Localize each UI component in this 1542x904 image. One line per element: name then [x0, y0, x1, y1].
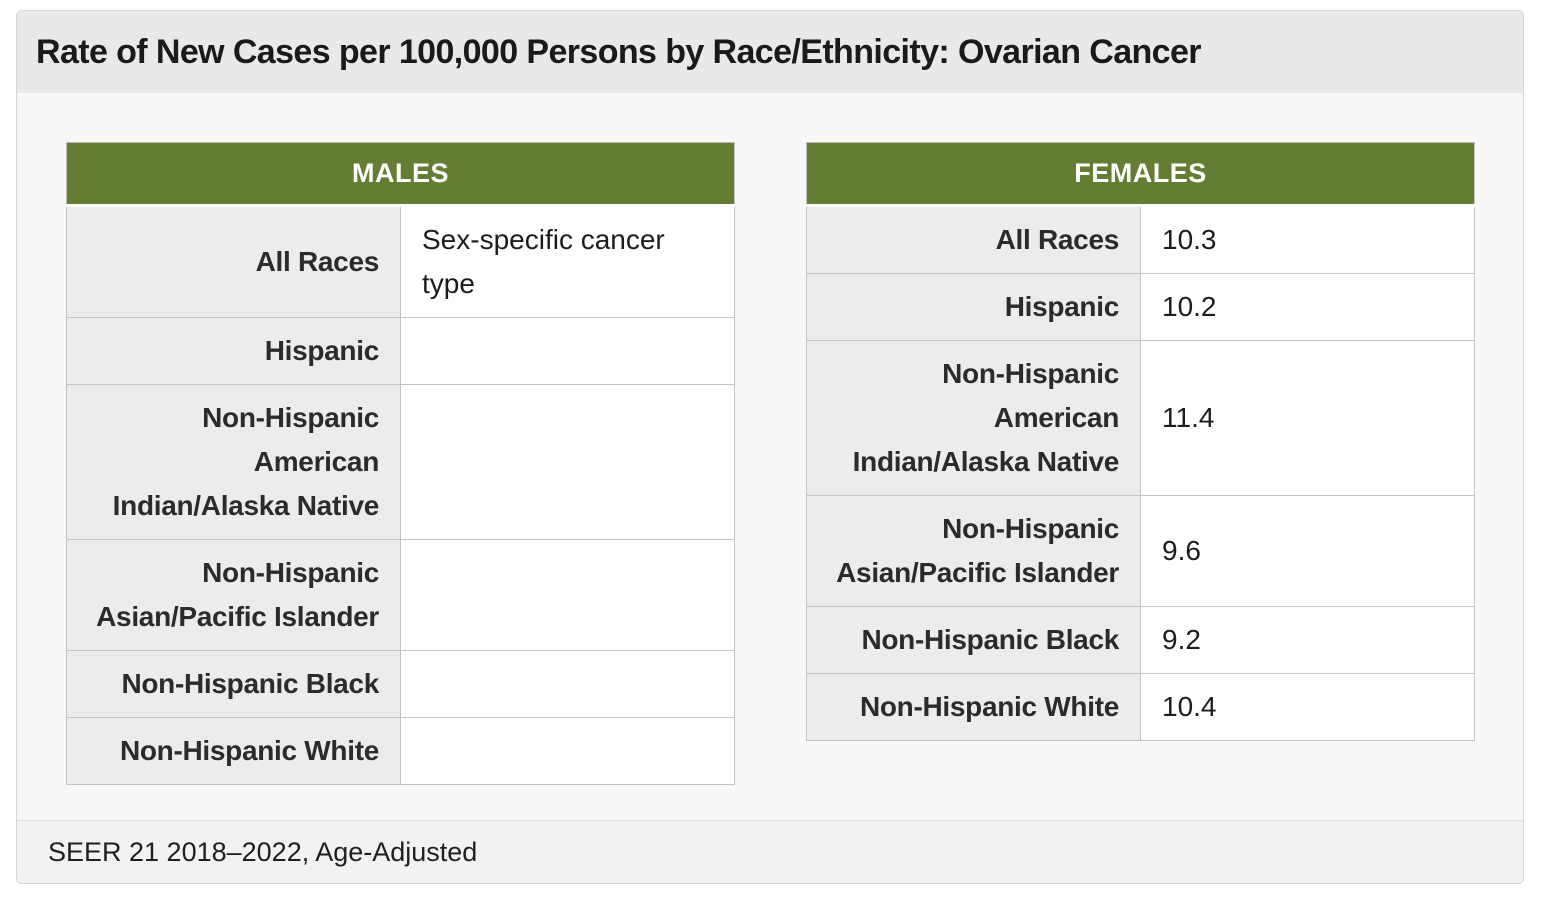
table-row: All Races 10.3	[806, 205, 1475, 274]
females-header-row: FEMALES	[806, 142, 1475, 207]
males-header: MALES	[66, 142, 735, 207]
panel-header: Rate of New Cases per 100,000 Persons by…	[17, 11, 1523, 93]
race-label: All Races	[806, 205, 1141, 274]
males-table: MALES All Races Sex-specific cancer type…	[66, 142, 735, 785]
rate-value: 9.2	[1140, 606, 1475, 674]
race-label: Non-Hispanic American Indian/Alaska Nati…	[66, 384, 401, 540]
rate-value: 10.2	[1140, 273, 1475, 341]
table-row: Non-Hispanic Asian/Pacific Islander	[66, 539, 735, 651]
rate-value	[400, 384, 735, 540]
race-label: Non-Hispanic White	[66, 717, 401, 785]
panel-footer: SEER 21 2018–2022, Age-Adjusted	[17, 820, 1523, 883]
table-row: Non-Hispanic American Indian/Alaska Nati…	[66, 384, 735, 540]
race-label: Non-Hispanic Black	[66, 650, 401, 718]
race-label: All Races	[66, 205, 401, 318]
race-label: Non-Hispanic Black	[806, 606, 1141, 674]
rate-value: Sex-specific cancer type	[400, 205, 735, 318]
table-row: Non-Hispanic Black 9.2	[806, 606, 1475, 674]
rate-value	[400, 717, 735, 785]
females-table: FEMALES All Races 10.3 Hispanic 10.2 Non…	[806, 142, 1475, 741]
rate-value: 10.3	[1140, 205, 1475, 274]
rate-value	[400, 650, 735, 718]
rate-value: 9.6	[1140, 495, 1475, 607]
incidence-panel: Rate of New Cases per 100,000 Persons by…	[16, 10, 1524, 884]
race-label: Hispanic	[66, 317, 401, 385]
table-row: Non-Hispanic American Indian/Alaska Nati…	[806, 340, 1475, 496]
race-label: Non-Hispanic White	[806, 673, 1141, 741]
rate-value	[400, 317, 735, 385]
data-source-note: SEER 21 2018–2022, Age-Adjusted	[48, 836, 478, 867]
race-label: Hispanic	[806, 273, 1141, 341]
table-row: Hispanic	[66, 317, 735, 385]
rate-value: 11.4	[1140, 340, 1475, 496]
table-row: Non-Hispanic White	[66, 717, 735, 785]
females-header: FEMALES	[806, 142, 1475, 207]
table-row: All Races Sex-specific cancer type	[66, 205, 735, 318]
rate-value: 10.4	[1140, 673, 1475, 741]
rate-value	[400, 539, 735, 651]
race-label: Non-Hispanic Asian/Pacific Islander	[66, 539, 401, 651]
race-label: Non-Hispanic Asian/Pacific Islander	[806, 495, 1141, 607]
table-row: Non-Hispanic White 10.4	[806, 673, 1475, 741]
males-header-row: MALES	[66, 142, 735, 207]
table-row: Non-Hispanic Black	[66, 650, 735, 718]
race-label: Non-Hispanic American Indian/Alaska Nati…	[806, 340, 1141, 496]
panel-title: Rate of New Cases per 100,000 Persons by…	[36, 32, 1202, 71]
table-row: Hispanic 10.2	[806, 273, 1475, 341]
table-row: Non-Hispanic Asian/Pacific Islander 9.6	[806, 495, 1475, 607]
